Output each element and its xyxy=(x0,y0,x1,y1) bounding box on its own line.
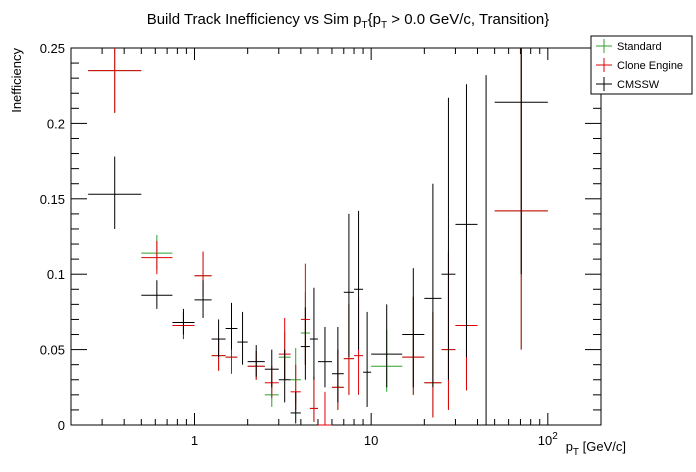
data-point-cmssw xyxy=(290,391,301,424)
data-point-cmssw xyxy=(371,304,403,388)
chart-title: Build Track Inefficiency vs Sim pT{pT > … xyxy=(147,11,550,31)
legend-label: Standard xyxy=(617,41,662,53)
series-cmssw xyxy=(88,48,548,426)
x-tick-label: 1 xyxy=(191,433,198,448)
data-point-cmssw xyxy=(441,97,456,380)
data-point-cmssw xyxy=(363,311,372,407)
data-point-cmssw xyxy=(455,84,478,358)
data-point-cmssw xyxy=(317,326,332,388)
legend-item-standard: Standard xyxy=(596,39,662,53)
y-axis-label: Inefficiency xyxy=(9,48,24,113)
data-point-clone-engine xyxy=(141,241,173,275)
legend-label: Clone Engine xyxy=(617,60,683,72)
data-point-clone-engine xyxy=(317,391,332,426)
data-point-cmssw xyxy=(278,349,291,403)
data-point-cmssw xyxy=(172,308,195,335)
data-point-cmssw xyxy=(477,75,495,426)
x-axis-label: pT [GeV/c] xyxy=(566,439,626,458)
plot-frame xyxy=(70,47,602,426)
data-point-cmssw xyxy=(402,268,425,388)
legend-item-cmssw: CMSSW xyxy=(596,77,660,91)
data-point-cmssw xyxy=(88,156,142,229)
data-point-clone-engine xyxy=(88,48,142,113)
legend: Standard Clone Engine CMSSW xyxy=(590,35,693,95)
y-tick-label: 0 xyxy=(58,418,65,433)
y-tick-label: 0.05 xyxy=(40,343,65,358)
x-tick-label: 102 xyxy=(538,431,558,448)
y-tick-label: 0.25 xyxy=(40,41,65,56)
y-tick-label: 0.15 xyxy=(40,192,65,207)
data-point-cmssw xyxy=(225,302,238,350)
data-point-clone-engine xyxy=(309,376,318,422)
data-point-cmssw xyxy=(343,213,355,358)
data-point-cmssw xyxy=(141,280,173,309)
data-point-cmssw xyxy=(237,311,248,365)
data-point-cmssw xyxy=(354,210,364,350)
data-point-cmssw xyxy=(194,280,212,318)
series-layer xyxy=(88,48,548,426)
data-point-cmssw xyxy=(331,326,344,403)
plot-area-border xyxy=(70,47,602,426)
y-tick-label: 0.1 xyxy=(47,267,65,282)
data-point-cmssw xyxy=(494,48,548,275)
data-point-cmssw xyxy=(309,287,318,380)
x-axis-ticks: 1 10 102 xyxy=(70,48,602,448)
data-point-cmssw xyxy=(264,349,279,388)
data-point-cmssw xyxy=(300,307,310,380)
x-tick-label: 10 xyxy=(364,433,378,448)
data-point-cmssw xyxy=(247,345,265,377)
data-point-cmssw xyxy=(211,319,226,358)
legend-item-clone-engine: Clone Engine xyxy=(596,58,683,72)
data-point-cmssw xyxy=(424,183,442,388)
legend-label: CMSSW xyxy=(617,79,660,91)
y-tick-label: 0.2 xyxy=(47,116,65,131)
